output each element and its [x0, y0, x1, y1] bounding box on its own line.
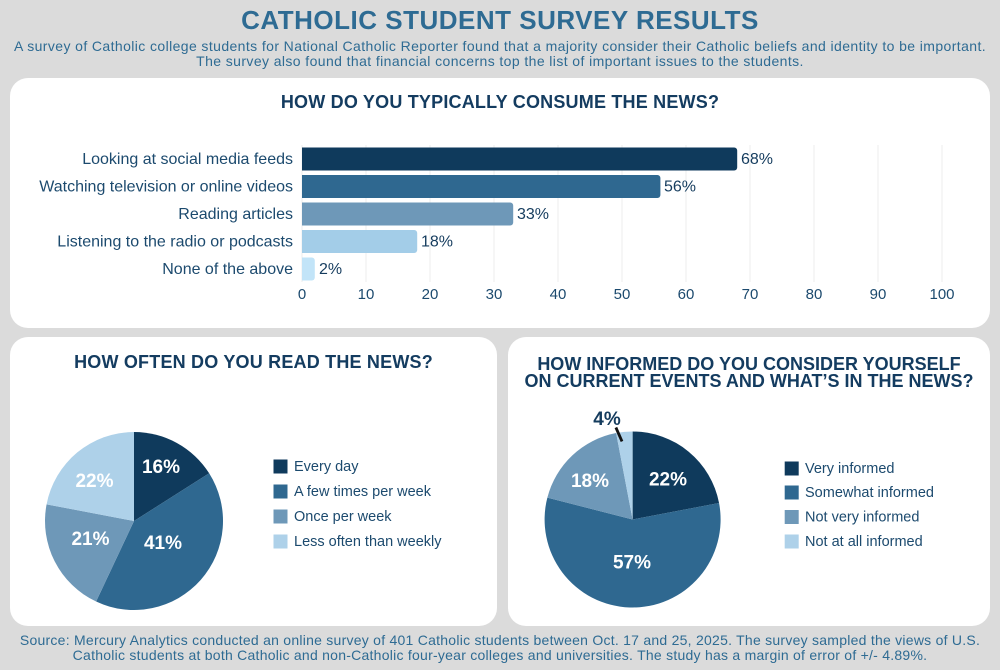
svg-text:70: 70 — [742, 286, 759, 303]
svg-text:2%: 2% — [319, 261, 342, 278]
svg-text:None of the above: None of the above — [162, 261, 293, 278]
svg-text:10: 10 — [358, 286, 375, 303]
svg-text:Somewhat informed: Somewhat informed — [805, 485, 934, 501]
svg-text:18%: 18% — [571, 471, 609, 492]
svg-text:Less often than weekly: Less often than weekly — [294, 534, 442, 550]
svg-text:33%: 33% — [517, 206, 549, 223]
svg-text:Reading articles: Reading articles — [178, 206, 293, 223]
svg-text:Once per week: Once per week — [294, 509, 392, 525]
svg-text:40: 40 — [550, 286, 567, 303]
svg-text:16%: 16% — [142, 457, 180, 478]
svg-text:Not at all informed: Not at all informed — [805, 534, 923, 550]
svg-text:30: 30 — [486, 286, 503, 303]
svg-text:Watching television or online: Watching television or online videos — [39, 179, 293, 196]
svg-text:20: 20 — [422, 286, 439, 303]
svg-text:50: 50 — [614, 286, 631, 303]
svg-text:80: 80 — [806, 286, 823, 303]
svg-text:90: 90 — [870, 286, 887, 303]
svg-text:0: 0 — [298, 286, 306, 303]
svg-text:60: 60 — [678, 286, 695, 303]
svg-text:Not very informed: Not very informed — [805, 510, 919, 526]
svg-text:Very informed: Very informed — [805, 461, 894, 477]
svg-text:21%: 21% — [71, 529, 109, 550]
svg-text:41%: 41% — [144, 533, 182, 554]
svg-text:22%: 22% — [75, 471, 113, 492]
svg-text:68%: 68% — [741, 151, 773, 168]
svg-text:4%: 4% — [593, 409, 621, 430]
svg-text:Looking at social media feeds: Looking at social media feeds — [82, 151, 293, 168]
svg-text:Listening to the radio or podc: Listening to the radio or podcasts — [57, 234, 293, 251]
svg-text:56%: 56% — [664, 179, 696, 196]
svg-text:18%: 18% — [421, 234, 453, 251]
svg-text:100: 100 — [929, 286, 954, 303]
svg-text:Every day: Every day — [294, 459, 359, 475]
svg-text:57%: 57% — [613, 553, 651, 574]
svg-text:22%: 22% — [649, 470, 687, 491]
svg-text:A few times per week: A few times per week — [294, 484, 432, 500]
